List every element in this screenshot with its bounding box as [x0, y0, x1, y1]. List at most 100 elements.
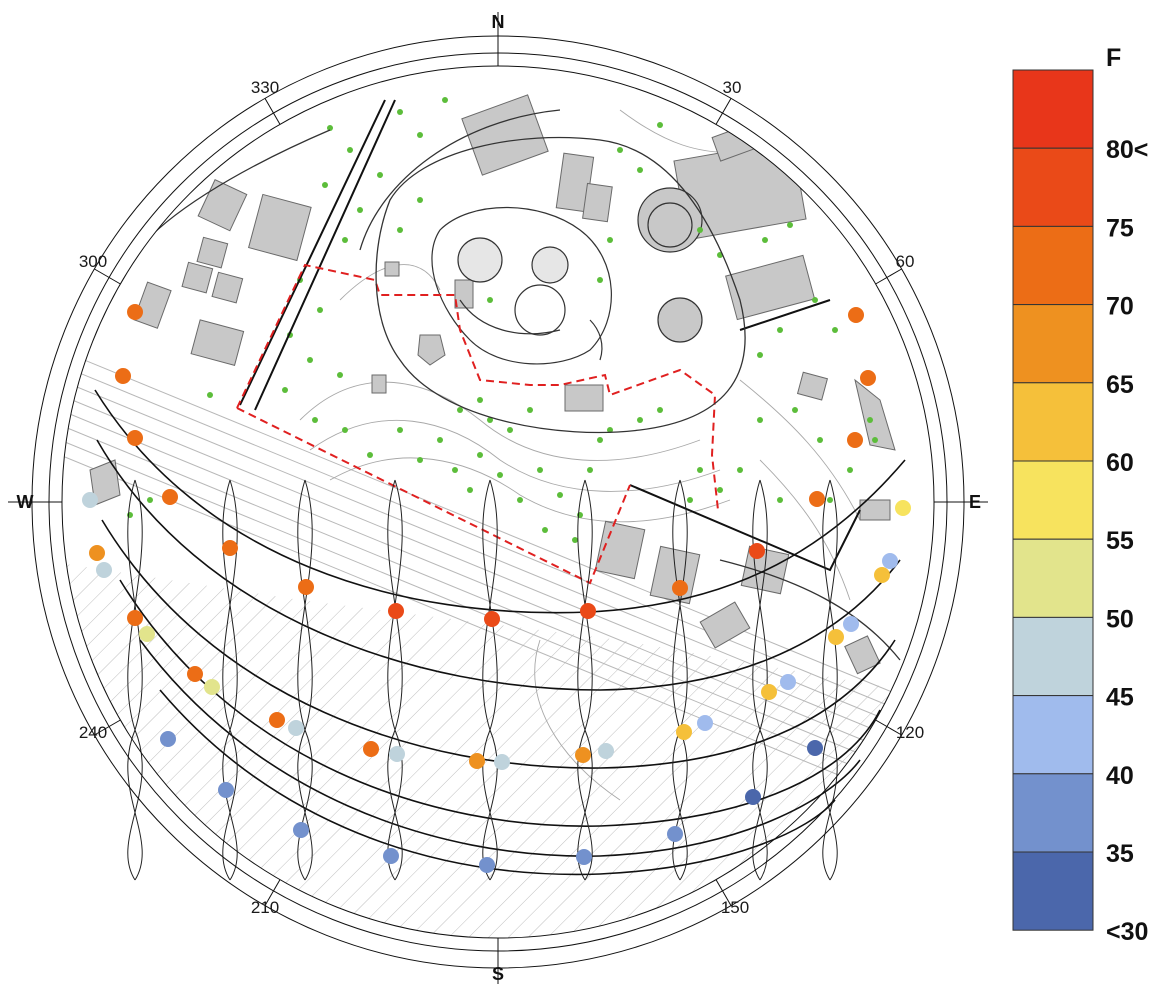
temperature-marker: [874, 567, 890, 583]
analemma-7-1: [752, 479, 768, 881]
temperature-marker: [598, 743, 614, 759]
degree-label-150: 150: [721, 898, 749, 917]
temperature-marker: [676, 724, 692, 740]
analemma-8-1: [822, 479, 838, 881]
temperature-marker: [298, 579, 314, 595]
temperature-marker: [494, 754, 510, 770]
legend-swatch-6: [1012, 538, 1094, 618]
temperature-marker: [222, 540, 238, 556]
sun-path-curves: [94, 389, 906, 881]
sun-path-arc-1: [96, 439, 901, 691]
temperature-marker: [187, 666, 203, 682]
temperature-marker: [828, 629, 844, 645]
legend-label-1: 75: [1106, 214, 1134, 242]
temperature-marker: [848, 307, 864, 323]
degree-label-120: 120: [896, 723, 924, 742]
analemma-5-0: [577, 479, 593, 881]
temperature-markers: [82, 304, 911, 873]
temperature-marker: [127, 610, 143, 626]
temperature-marker: [807, 740, 823, 756]
legend-bins: 80< 75 70 65 60 55 50 45 40 35 <30: [1012, 69, 1148, 946]
legend-swatch-3: [1012, 304, 1094, 384]
temperature-marker: [484, 611, 500, 627]
temperature-marker: [479, 857, 495, 873]
temperature-marker: [82, 492, 98, 508]
west-label: W: [17, 492, 34, 512]
temperature-marker: [218, 782, 234, 798]
legend-swatch-4: [1012, 382, 1094, 462]
legend-label-2: 70: [1106, 293, 1134, 321]
temperature-marker: [697, 715, 713, 731]
temperature-marker: [89, 545, 105, 561]
degree-label-300: 300: [79, 252, 107, 271]
analemma-0-1: [127, 479, 143, 881]
analemma-0-0: [127, 479, 143, 881]
compass-tick-60: [875, 268, 902, 285]
temperature-marker: [288, 720, 304, 736]
compass-tick-30: [715, 98, 732, 125]
compass-tick-240: [94, 719, 121, 736]
temperature-marker: [860, 370, 876, 386]
north-label: N: [492, 12, 505, 32]
analemma-3-0: [387, 479, 403, 881]
analemma-6-0: [672, 479, 688, 881]
temperature-marker: [576, 849, 592, 865]
degree-label-240: 240: [79, 723, 107, 742]
analemma-5-1: [577, 479, 593, 881]
legend-unit: F: [1106, 44, 1121, 72]
temperature-marker: [580, 603, 596, 619]
analemma-4-1: [482, 479, 498, 881]
legend-swatch-5: [1012, 460, 1094, 540]
compass-tick-300: [94, 268, 121, 285]
trees: [127, 97, 878, 543]
temperature-marker: [139, 626, 155, 642]
compass-tick-330: [264, 98, 281, 125]
temperature-marker: [672, 580, 688, 596]
temperature-marker: [575, 747, 591, 763]
sun-path-arc-4: [139, 639, 861, 857]
temperature-marker: [96, 562, 112, 578]
temperature-marker: [749, 543, 765, 559]
analemma-4-0: [482, 479, 498, 881]
temperature-marker: [761, 684, 777, 700]
temperature-marker: [127, 304, 143, 320]
sun-path-arc-3: [119, 579, 881, 827]
degree-label-60: 60: [896, 252, 915, 271]
temperature-marker: [843, 616, 859, 632]
south-label: S: [492, 964, 504, 984]
analemma-2-0: [297, 479, 313, 881]
compass-tick-120: [875, 719, 902, 736]
temperature-marker: [383, 848, 399, 864]
temperature-marker: [469, 753, 485, 769]
degree-label-330: 330: [251, 78, 279, 97]
site-boundary-solid: [239, 99, 861, 572]
analemma-8-0: [822, 479, 838, 881]
legend-label-7: 45: [1106, 684, 1134, 712]
legend-label-3: 65: [1106, 371, 1134, 399]
temperature-marker: [809, 491, 825, 507]
degree-labels: 30 60 120 150 210 240 300 330: [79, 78, 924, 917]
railway-band: [62, 349, 934, 826]
legend-swatch-8: [1012, 695, 1094, 775]
legend-swatch-10: [1012, 851, 1094, 931]
legend-swatch-7: [1012, 616, 1094, 697]
temperature-marker: [204, 679, 220, 695]
temperature-marker: [127, 430, 143, 446]
temperature-marker: [363, 741, 379, 757]
compass-ticks: [8, 12, 988, 984]
degree-label-210: 210: [251, 898, 279, 917]
temperature-legend: F 80< 75 70 65 60 55 50 45 40 35 <30: [1012, 44, 1148, 946]
legend-label-5: 55: [1106, 527, 1134, 555]
legend-label-8: 40: [1106, 762, 1134, 790]
legend-label-0: 80<: [1106, 136, 1148, 164]
temperature-marker: [847, 432, 863, 448]
temperature-marker: [293, 822, 309, 838]
temperature-marker: [882, 553, 898, 569]
legend-swatch-2: [1012, 225, 1094, 306]
sun-path-arc-0: [94, 389, 906, 614]
temperature-marker: [780, 674, 796, 690]
temperature-marker: [269, 712, 285, 728]
site-boundary-dashed-south: [236, 407, 631, 585]
compass-tick-150: [715, 879, 732, 906]
